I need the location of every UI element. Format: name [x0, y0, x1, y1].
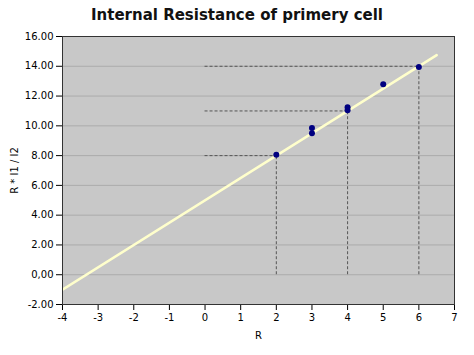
svg-text:0,00: 0,00 — [31, 269, 53, 280]
svg-text:4: 4 — [344, 312, 350, 323]
svg-text:7: 7 — [451, 312, 457, 323]
svg-text:-4: -4 — [58, 312, 68, 323]
svg-text:R: R — [255, 330, 262, 341]
svg-text:5: 5 — [380, 312, 386, 323]
svg-text:4.00: 4.00 — [31, 209, 53, 220]
svg-text:2: 2 — [273, 312, 279, 323]
svg-text:R * I1 / I2: R * I1 / I2 — [9, 147, 20, 194]
svg-text:-3: -3 — [93, 312, 103, 323]
svg-text:16.00: 16.00 — [25, 31, 54, 42]
svg-text:2.00: 2.00 — [31, 239, 53, 250]
svg-text:12.00: 12.00 — [25, 90, 54, 101]
svg-text:-2: -2 — [129, 312, 139, 323]
svg-text:0: 0 — [202, 312, 208, 323]
svg-text:-1: -1 — [164, 312, 174, 323]
svg-text:6.00: 6.00 — [31, 180, 53, 191]
html-text:Internal Resistance of primery: Internal Resistance of primery cell — [91, 6, 383, 24]
svg-text:14.00: 14.00 — [25, 60, 54, 71]
svg-text:10.00: 10.00 — [25, 120, 54, 131]
svg-text:1: 1 — [237, 312, 243, 323]
svg-text:6: 6 — [416, 312, 422, 323]
svg-text:-2.00: -2.00 — [28, 299, 54, 310]
svg-text:8.00: 8.00 — [31, 150, 53, 161]
svg-text:3: 3 — [309, 312, 315, 323]
